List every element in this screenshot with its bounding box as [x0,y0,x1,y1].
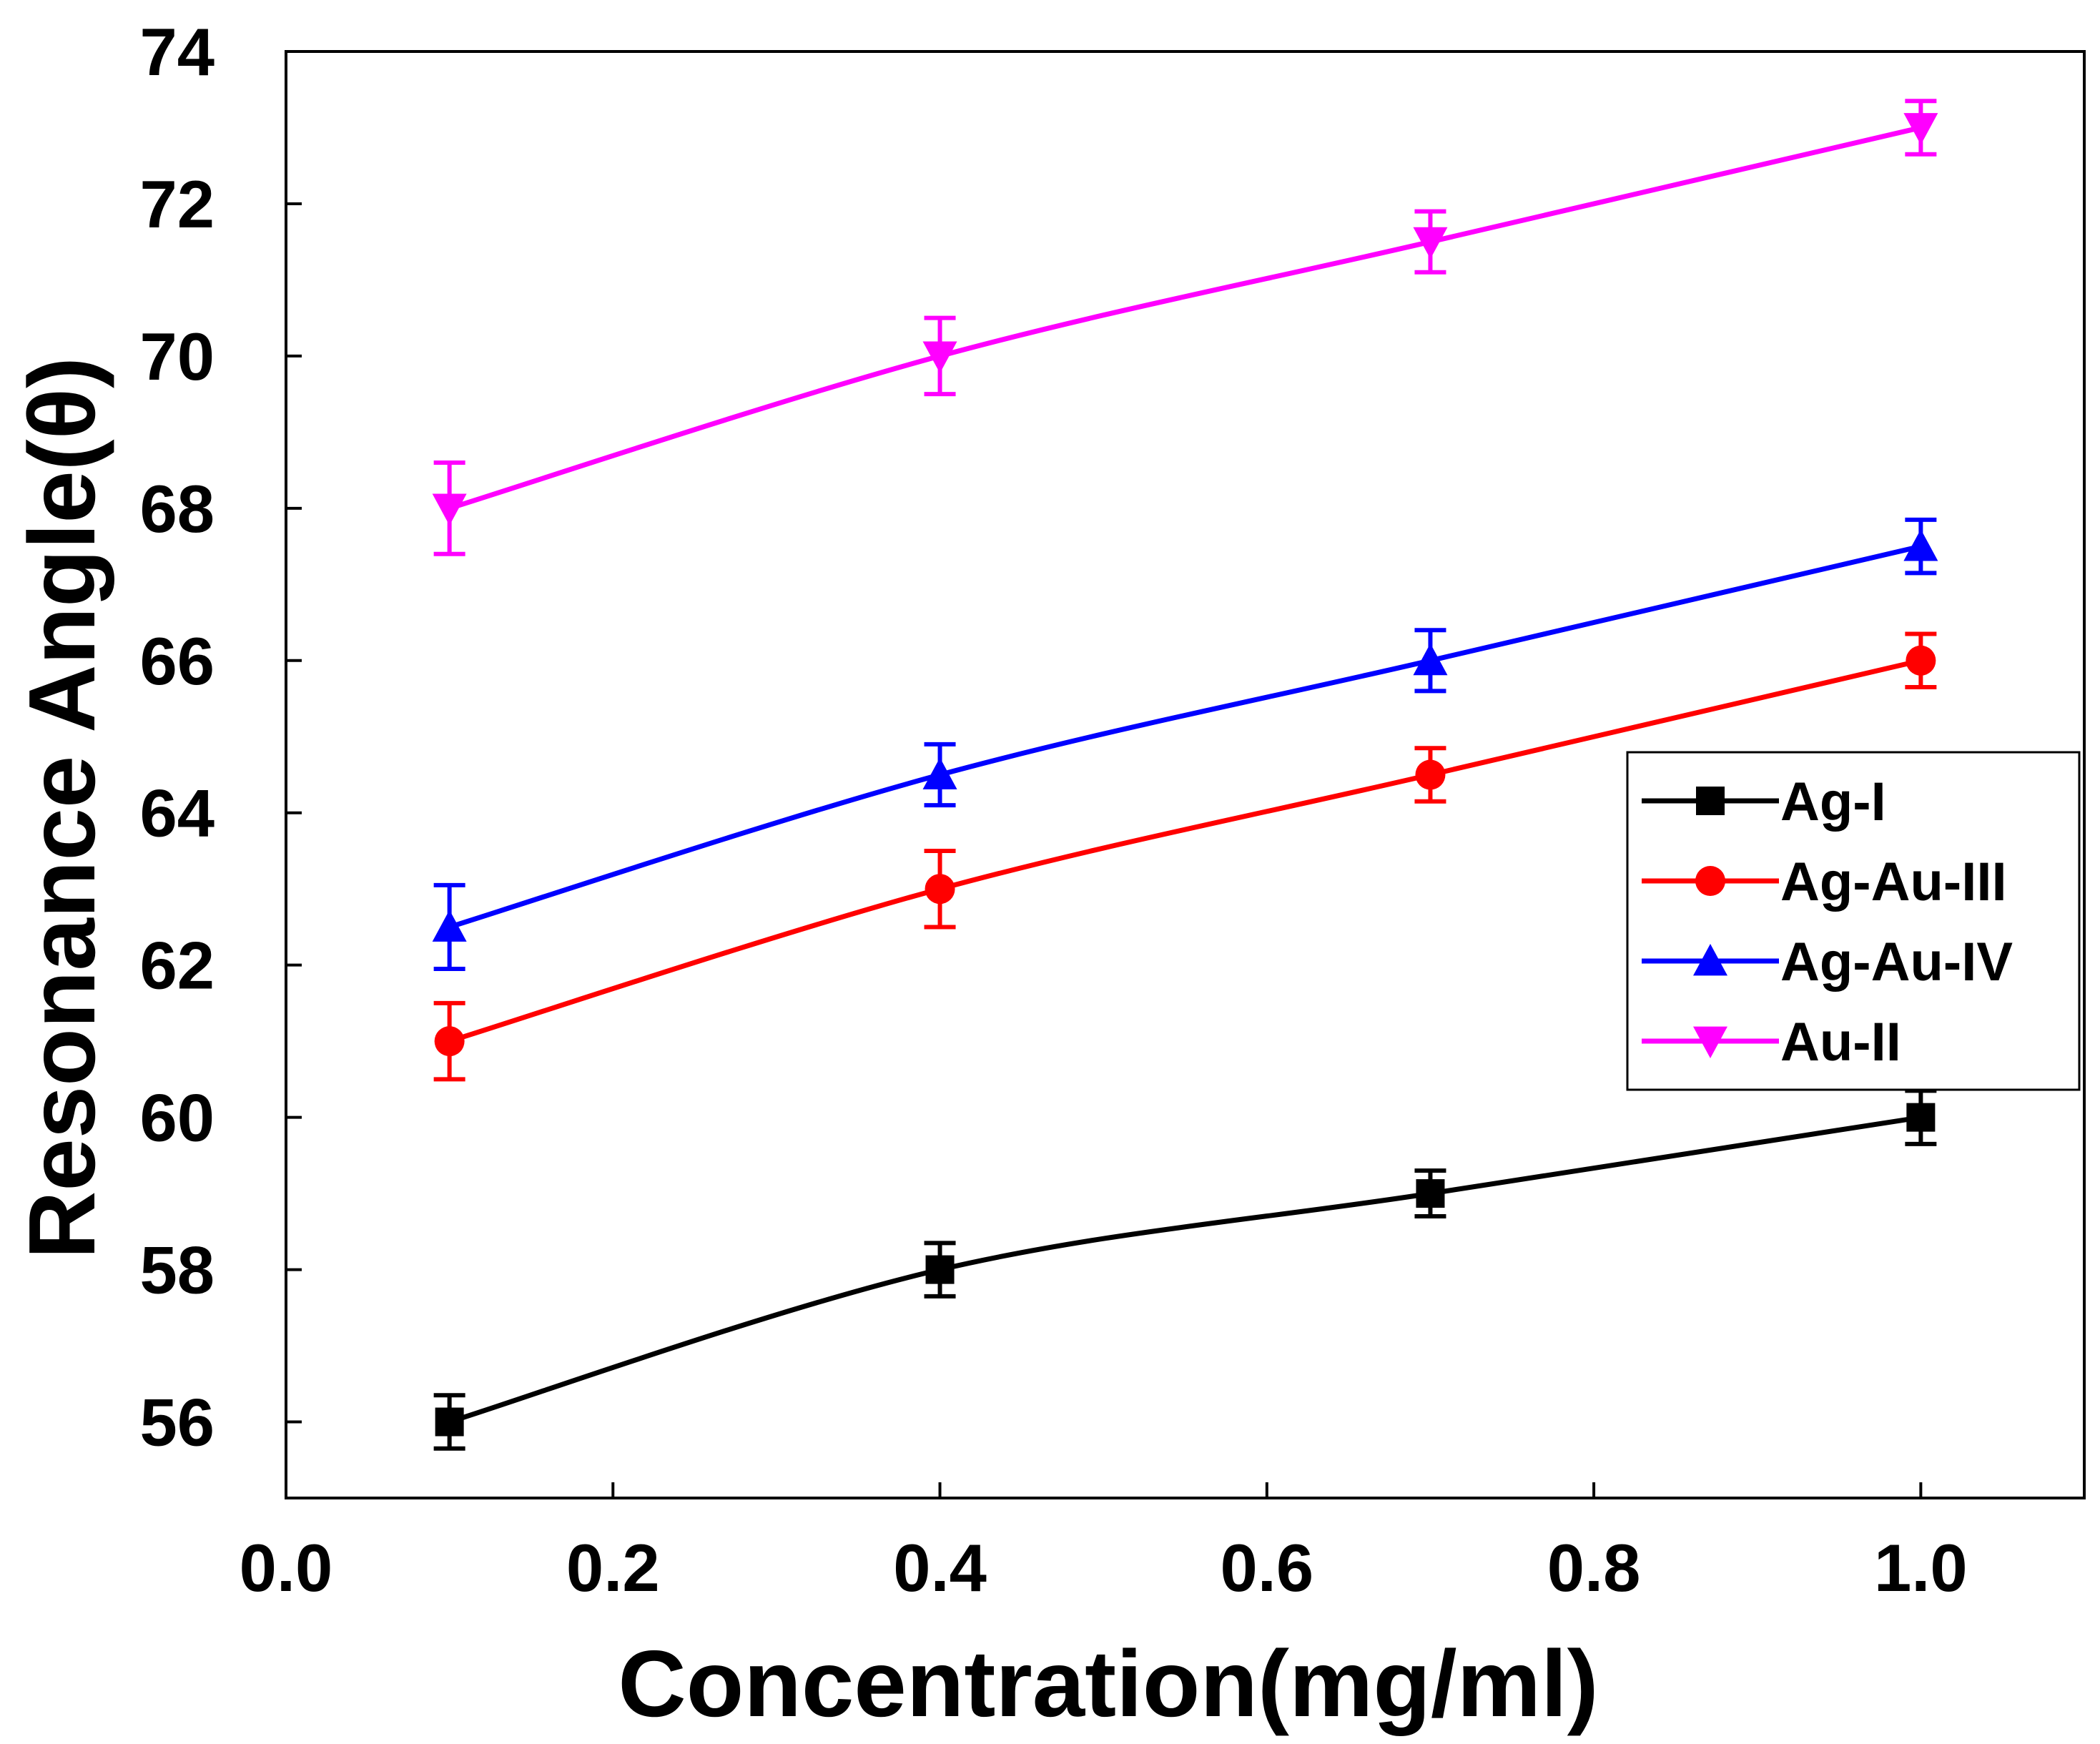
legend-marker [1695,866,1725,896]
legend-marker [1693,1026,1727,1058]
y-tick-label: 68 [139,471,215,546]
data-point [1903,529,1938,561]
y-axis-title: Resonance Angle(θ) [9,357,114,1259]
x-tick-label: 0.2 [566,1530,660,1605]
y-tick-label: 60 [139,1080,215,1156]
data-point [432,910,467,942]
series-layer [432,99,1938,1451]
legend-marker [1696,787,1725,815]
data-point [435,1407,464,1437]
series-line [448,543,1922,930]
data-point [1906,645,1936,676]
data-point [1413,227,1448,260]
tick-layer: 0.0 0.2 0.4 0.6 0.8 1.0 56 58 60 62 64 66 68 70 72 74 [139,14,1967,1605]
y-tick-label: 70 [139,319,215,394]
y-tick-label: 62 [139,928,215,1003]
data-point [432,493,467,526]
data-point [1416,1179,1445,1208]
y-tick-label: 58 [139,1233,215,1308]
series-line [448,125,1922,511]
legend-marker [1693,944,1727,976]
legend-label: Au-II [1780,1012,1901,1073]
legend-label: Ag-Au-IV [1780,932,2013,992]
series-line [448,658,1922,1044]
series-au-ii [432,99,1938,556]
data-point [1415,759,1446,790]
legend-item: Au-II [1642,1012,1901,1073]
x-tick-label: 0.4 [893,1530,987,1605]
y-tick-label: 64 [139,776,215,851]
legend-label: Ag-I [1780,772,1886,832]
y-tick-label: 74 [139,14,215,89]
x-tick-label: 0.6 [1220,1530,1313,1605]
y-tick-label: 56 [139,1385,215,1460]
series-line [448,1115,1921,1424]
data-point [1903,113,1938,145]
y-tick-label: 66 [139,624,215,699]
legend-label: Ag-Au-III [1780,852,2007,912]
data-point [925,1255,955,1284]
data-point [434,1026,465,1057]
x-tick-label: 0.8 [1547,1530,1641,1605]
data-point [1906,1103,1936,1132]
legend-item: Ag-Au-III [1642,852,2007,912]
data-point [922,341,957,373]
data-point [1413,643,1448,676]
x-tick-label: 1.0 [1874,1530,1968,1605]
series-ag-au-iii [433,631,1937,1082]
legend-item: Ag-I [1642,772,1886,832]
data-point [925,874,955,905]
series-ag-i [433,1088,1937,1451]
x-axis-title: Concentration(mg/ml) [618,1631,1598,1736]
y-tick-label: 72 [139,167,215,242]
x-tick-label: 0.0 [240,1530,333,1605]
data-point [922,757,957,789]
plot-frame [285,50,2086,1499]
legend: Ag-I Ag-Au-III Ag-Au-IV Au-II [1626,751,2081,1091]
series-ag-au-iv [432,517,1938,972]
legend-item: Ag-Au-IV [1642,932,2013,992]
